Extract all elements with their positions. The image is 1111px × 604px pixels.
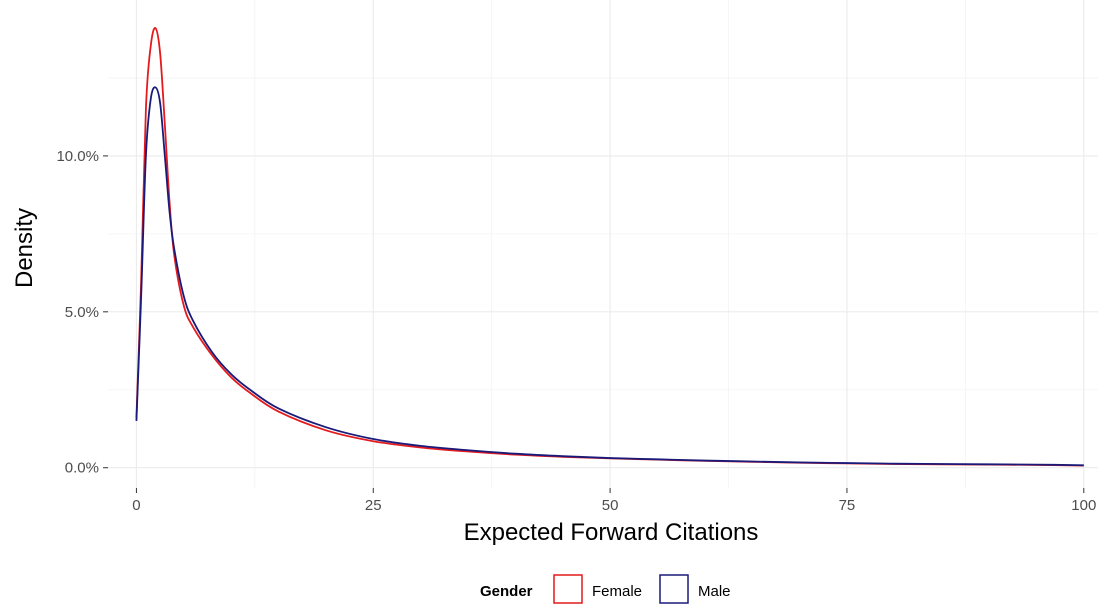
x-tick-label: 100 — [1071, 497, 1096, 514]
axis-ticks: 0 25 50 75 100 0.0% 5.0% 10.0% — [56, 148, 1096, 514]
legend-key-female — [553, 574, 583, 604]
y-tick-label: 5.0% — [65, 304, 99, 321]
series-line-male — [135, 86, 1084, 467]
grid — [108, 0, 1098, 488]
legend-key-male — [659, 574, 689, 604]
legend: Gender Female Male — [480, 574, 731, 604]
y-axis-title: Density — [11, 208, 38, 288]
x-axis-title: Expected Forward Citations — [464, 519, 759, 546]
y-tick-label: 10.0% — [56, 148, 99, 165]
series-lines — [135, 27, 1084, 467]
x-tick-label: 50 — [602, 497, 619, 514]
legend-title: Gender — [480, 583, 533, 600]
x-tick-label: 0 — [132, 497, 140, 514]
legend-label-male: Male — [698, 583, 731, 600]
x-tick-label: 25 — [365, 497, 382, 514]
x-tick-label: 75 — [839, 497, 856, 514]
legend-label-female: Female — [592, 583, 642, 600]
y-tick-label: 0.0% — [65, 460, 99, 477]
